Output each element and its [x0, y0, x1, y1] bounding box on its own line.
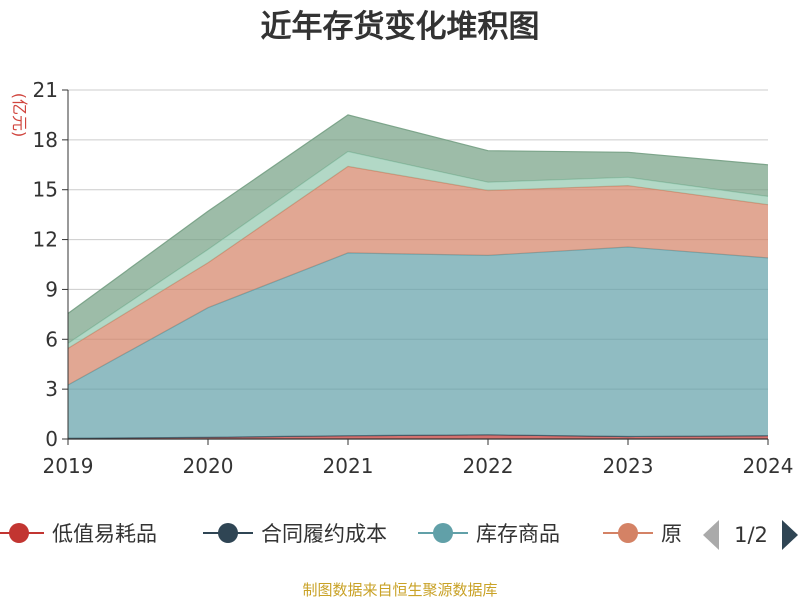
- area-series-2: [68, 247, 768, 439]
- legend-pager: 1/2: [690, 512, 800, 556]
- legend-circle-marker: [618, 523, 638, 543]
- x-tick-label: 2024: [743, 454, 794, 478]
- y-tick-label: 12: [33, 228, 58, 252]
- x-tick-label: 2019: [43, 454, 94, 478]
- legend-label: 原: [661, 522, 682, 546]
- legend-circle-marker: [9, 523, 29, 543]
- chart-title: 近年存货变化堆积图: [261, 9, 540, 45]
- legend-item[interactable]: 合同履约成本: [203, 522, 387, 546]
- y-tick-label: 21: [33, 78, 58, 102]
- pager-next-icon[interactable]: [782, 520, 798, 550]
- axes: [67, 90, 768, 440]
- y-tick-label: 18: [33, 128, 58, 152]
- x-tick-label: 2020: [183, 454, 234, 478]
- y-tick-label: 3: [45, 377, 58, 401]
- area-series: [67, 114, 769, 439]
- legend-item[interactable]: 原: [603, 522, 682, 546]
- x-tick-label: 2022: [463, 454, 514, 478]
- legend-item[interactable]: 低值易耗品: [0, 522, 157, 546]
- y-axis-label: (亿元): [10, 93, 29, 138]
- x-tick-label: 2021: [323, 454, 374, 478]
- y-tick-label: 9: [45, 277, 58, 301]
- pager-prev-icon[interactable]: [703, 520, 719, 550]
- x-tick-labels: 2019 2020 2021 2022 2023 2024: [43, 439, 794, 478]
- y-tick-label: 6: [45, 327, 58, 351]
- legend: 低值易耗品 合同履约成本 库存商品 原: [0, 522, 682, 546]
- legend-label: 合同履约成本: [261, 522, 387, 546]
- legend-circle-marker: [433, 523, 453, 543]
- legend-item[interactable]: 库存商品: [418, 522, 560, 546]
- area-series-5: [68, 114, 768, 344]
- source-note: 制图数据来自恒生聚源数据库: [302, 581, 497, 599]
- area-series-line-5: [67, 114, 769, 314]
- pager-label: 1/2: [734, 523, 768, 547]
- area-series-3: [68, 166, 768, 385]
- legend-circle-marker: [218, 523, 238, 543]
- y-tick-labels: 0 3 6 9 12 15 18 21: [33, 78, 68, 451]
- legend-label: 库存商品: [476, 522, 560, 546]
- x-tick-label: 2023: [603, 454, 654, 478]
- y-tick-label: 15: [33, 178, 58, 202]
- legend-label: 低值易耗品: [52, 522, 157, 546]
- y-tick-label: 0: [45, 427, 58, 451]
- area-series-0: [68, 434, 768, 439]
